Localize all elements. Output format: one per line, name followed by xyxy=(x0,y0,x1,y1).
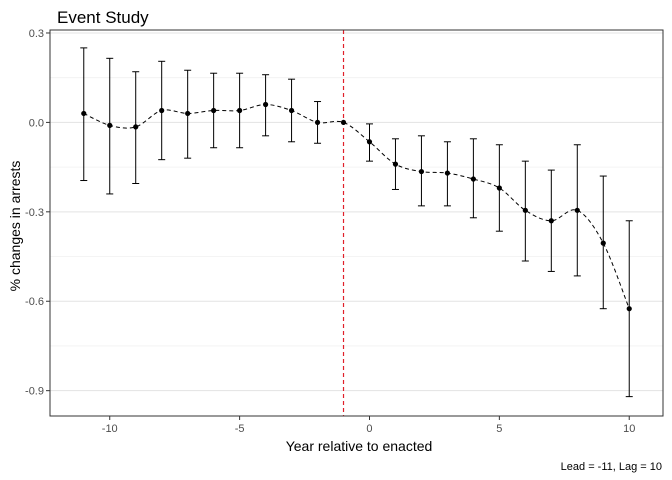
data-point xyxy=(340,119,347,126)
data-point xyxy=(211,107,217,114)
x-tick-label: -5 xyxy=(235,423,245,435)
data-point xyxy=(185,110,191,117)
panel-border xyxy=(49,29,664,417)
y-tick-label: 0.0 xyxy=(29,117,44,129)
data-point xyxy=(314,119,321,126)
data-point xyxy=(574,207,580,213)
x-tick-label: -10 xyxy=(102,423,118,435)
series-line-group xyxy=(83,104,630,309)
data-point xyxy=(159,107,165,114)
series-line xyxy=(83,104,630,309)
x-tick-label: 0 xyxy=(366,423,372,435)
data-point xyxy=(470,176,476,182)
data-point xyxy=(81,110,87,117)
y-tick-label: -0.9 xyxy=(25,386,44,398)
data-point xyxy=(600,240,606,246)
x-axis-title: Year relative to enacted xyxy=(286,438,433,454)
data-point xyxy=(237,107,243,114)
y-tick-label: -0.6 xyxy=(25,296,44,308)
gridlines xyxy=(50,32,663,392)
data-point xyxy=(262,101,269,108)
data-points xyxy=(81,101,632,312)
data-point xyxy=(548,218,554,224)
x-axis-ticks: -10 -5 0 5 10 xyxy=(102,416,635,435)
y-axis-title: % changes in arrests xyxy=(7,161,23,292)
data-point xyxy=(626,306,632,312)
data-point xyxy=(522,207,528,213)
data-point xyxy=(444,170,451,176)
chart-title: Event Study xyxy=(57,8,149,27)
data-point xyxy=(133,124,139,130)
data-point xyxy=(288,107,295,114)
data-point xyxy=(496,185,502,191)
data-point xyxy=(107,122,113,128)
y-tick-label: 0.3 xyxy=(29,28,44,40)
y-axis-ticks: 0.3 0.0 -0.3 -0.6 -0.9 xyxy=(25,28,50,398)
x-tick-label: 10 xyxy=(623,423,635,435)
x-tick-label: 5 xyxy=(496,423,502,435)
data-point xyxy=(392,161,399,167)
y-tick-label: -0.3 xyxy=(25,207,44,219)
chart-caption: Lead = -11, Lag = 10 xyxy=(561,461,662,473)
data-point xyxy=(366,139,373,145)
data-point xyxy=(418,168,425,175)
